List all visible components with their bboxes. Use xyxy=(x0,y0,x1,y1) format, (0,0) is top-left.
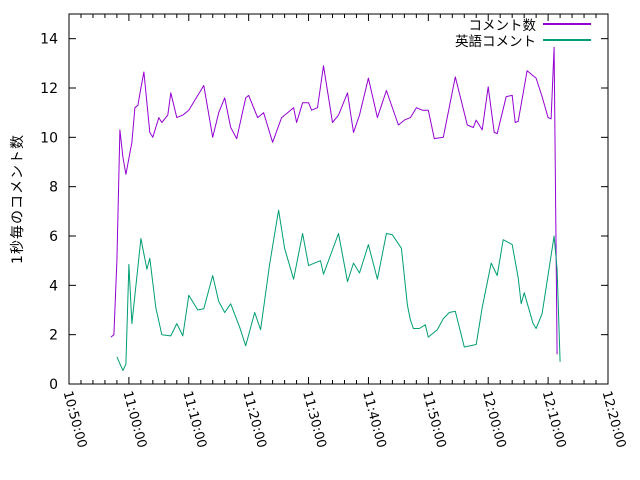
x-tick-label: 11:00:00 xyxy=(120,389,150,449)
y-axis-title: 1秒毎のコメント数 xyxy=(10,134,26,264)
y-tick-label: 8 xyxy=(49,180,58,196)
legend-row-english-comments: 英語コメント xyxy=(455,33,591,50)
x-tick-label: 12:10:00 xyxy=(539,389,569,449)
y-tick-label: 4 xyxy=(49,278,58,294)
x-tick-label: 11:30:00 xyxy=(299,389,329,449)
plot-border xyxy=(68,13,609,385)
x-tick-label: 11:10:00 xyxy=(179,389,209,449)
x-tick-label: 12:00:00 xyxy=(479,389,509,449)
x-tick-label: 11:20:00 xyxy=(239,389,269,449)
x-tick-label: 11:40:00 xyxy=(359,389,389,449)
y-tick-label: 14 xyxy=(40,32,58,48)
series-line-0 xyxy=(110,46,558,355)
series-line-1 xyxy=(116,209,561,371)
y-tick-label: 0 xyxy=(49,377,58,393)
legend: コメント数 英語コメント xyxy=(455,17,591,50)
y-tick-label: 12 xyxy=(40,81,58,97)
y-tick-label: 6 xyxy=(49,229,58,245)
legend-line-sample-english-comments xyxy=(543,39,591,41)
y-tick-label: 10 xyxy=(40,130,58,146)
legend-row-comments: コメント数 xyxy=(455,17,591,34)
legend-label-english-comments: 英語コメント xyxy=(455,34,536,50)
x-tick-label: 11:50:00 xyxy=(419,389,449,449)
x-tick-label: 10:50:00 xyxy=(60,389,90,449)
legend-label-comments: コメント数 xyxy=(468,18,537,34)
x-tick-label: 12:20:00 xyxy=(599,389,629,449)
y-tick-label: 2 xyxy=(49,328,58,344)
legend-line-sample-comments xyxy=(543,23,591,25)
